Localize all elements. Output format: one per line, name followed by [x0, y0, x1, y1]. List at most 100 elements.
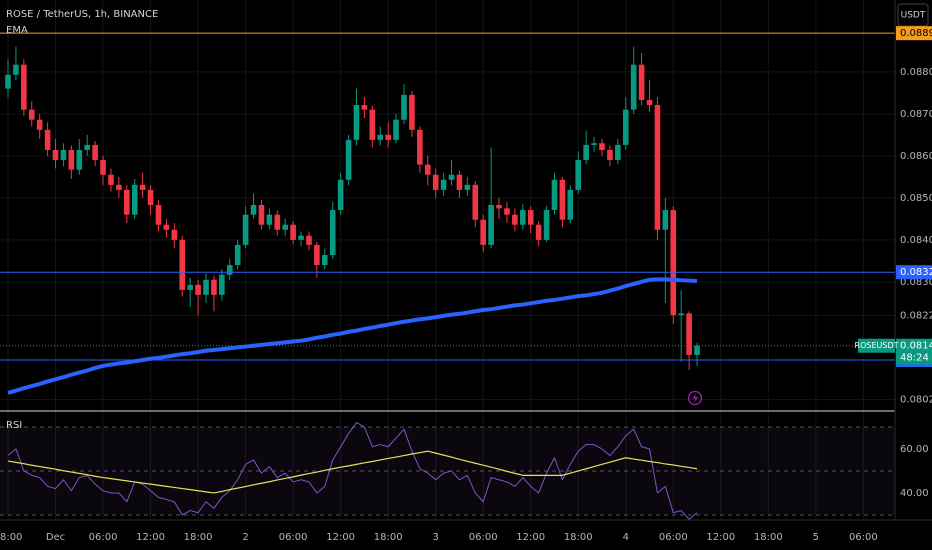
x-tick-label: 18:00 — [184, 532, 213, 543]
grid — [0, 0, 895, 520]
candle-body — [21, 64, 27, 110]
event-icon[interactable] — [687, 390, 703, 406]
candle-body — [139, 184, 146, 190]
candle-body — [306, 235, 312, 245]
indicator-label: EMA — [6, 25, 28, 36]
candle-body — [298, 235, 304, 240]
candle-body — [44, 129, 51, 150]
x-tick-label: 06:00 — [279, 532, 308, 543]
candle-body — [314, 244, 320, 266]
candle-body — [266, 214, 273, 225]
candle-body — [432, 174, 439, 190]
candle-body — [155, 205, 162, 225]
candle-body — [195, 284, 201, 295]
candle-body — [670, 210, 677, 316]
currency-button[interactable] — [897, 3, 929, 27]
candle-body — [36, 119, 43, 130]
rsi-tick-label: 40.00 — [900, 488, 929, 499]
rsi-tick-label: 60.00 — [900, 444, 929, 455]
candle-body — [567, 189, 574, 220]
x-tick-label: 06:00 — [659, 532, 688, 543]
candle-body — [131, 184, 138, 215]
candle-body — [559, 179, 566, 220]
candle-body — [76, 149, 83, 170]
x-tick-label: 12:00 — [326, 532, 355, 543]
candle-body — [472, 184, 479, 220]
level-label-box — [896, 265, 932, 280]
candle-body — [377, 134, 384, 140]
candle-body — [654, 105, 661, 230]
candle-body — [92, 144, 98, 161]
candle-body — [179, 239, 186, 290]
candle-body — [622, 109, 629, 145]
x-tick-label: Dec — [46, 532, 65, 543]
candle-body — [440, 179, 447, 190]
candle-body — [369, 109, 376, 140]
rsi-band — [0, 427, 895, 515]
rsi-ma-line — [7, 450, 698, 494]
candle-body — [258, 205, 265, 225]
candle-body — [100, 160, 106, 175]
candle-body — [329, 210, 336, 255]
candle-body — [448, 174, 455, 180]
candle-body — [353, 105, 360, 140]
candle-body — [520, 210, 526, 225]
candle-body — [163, 224, 170, 230]
x-tick-label: 18:00 — [564, 532, 593, 543]
candle-body — [401, 94, 407, 120]
y-tick-label: 0.08020 — [900, 394, 932, 405]
candle-body — [464, 184, 471, 190]
symbol-box — [858, 338, 895, 353]
candle-body — [480, 219, 486, 245]
rsi-label: RSI — [6, 420, 22, 431]
x-tick-label: 4 — [623, 532, 629, 543]
x-tick-label: 18:00 — [374, 532, 403, 543]
candle-body — [417, 129, 423, 165]
candle-body — [424, 164, 431, 175]
rsi-line — [7, 422, 698, 520]
candle-body — [488, 205, 494, 245]
candle-body — [219, 274, 225, 295]
last-price-label: 0.08148 — [900, 341, 932, 352]
candle-body — [512, 214, 518, 225]
candle-body — [322, 254, 328, 266]
x-tick-label: 18:00 — [0, 532, 22, 543]
x-tick-label: 5 — [813, 532, 819, 543]
candle-body — [28, 109, 35, 120]
candle-body — [591, 143, 597, 145]
candle-body — [496, 205, 502, 209]
candle-body — [282, 224, 288, 230]
candle-body — [337, 179, 344, 211]
symbol-label: ROSEUSDT — [855, 341, 899, 350]
candle-body — [575, 160, 582, 190]
event-icon-bolt — [692, 393, 698, 403]
candle-body — [456, 174, 463, 190]
currency-label[interactable]: USDT — [901, 11, 926, 21]
candle-body — [678, 313, 684, 316]
candle-body — [662, 210, 669, 230]
candle-body — [551, 179, 558, 211]
candle-body — [147, 189, 154, 205]
last-price-box — [896, 338, 932, 365]
candle-body — [84, 144, 90, 150]
candle-body — [583, 144, 589, 161]
candle-body — [630, 64, 637, 110]
candle-body — [68, 149, 75, 170]
x-tick-label: 12:00 — [516, 532, 545, 543]
candle-body — [250, 205, 257, 215]
level-label: 0.08892 — [900, 28, 932, 39]
candle-body — [599, 143, 605, 150]
candle-body — [393, 119, 399, 140]
x-tick-label: 12:00 — [136, 532, 165, 543]
x-tick-label: 06:00 — [469, 532, 498, 543]
candle-body — [686, 313, 692, 355]
candle-body — [234, 244, 241, 266]
candle-body — [694, 345, 700, 355]
candle-body — [290, 224, 296, 240]
candle-body — [646, 99, 653, 106]
candle-body — [535, 224, 542, 240]
